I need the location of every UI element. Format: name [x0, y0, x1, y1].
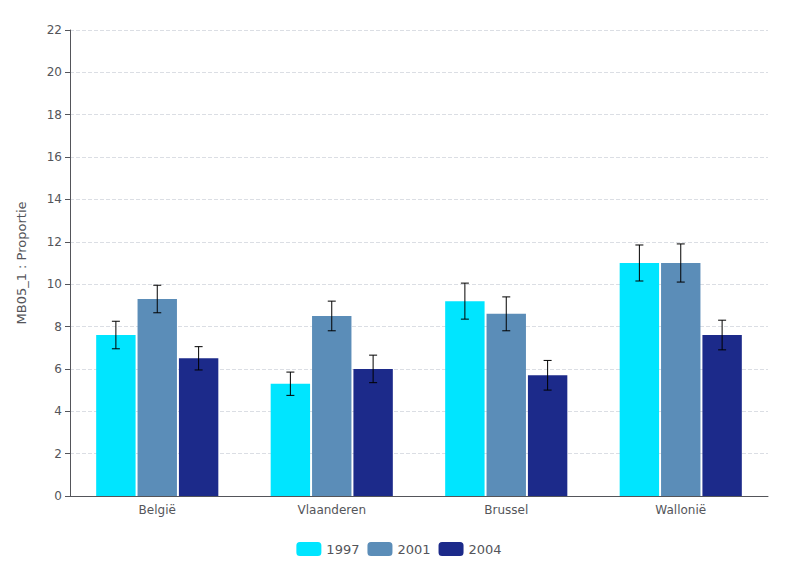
svg-text:Brussel: Brussel — [484, 503, 528, 517]
svg-text:MB05_1 : Proportie: MB05_1 : Proportie — [14, 202, 29, 325]
svg-text:18: 18 — [47, 108, 62, 122]
svg-text:België: België — [139, 503, 176, 517]
svg-text:20: 20 — [47, 65, 62, 79]
svg-text:2004: 2004 — [469, 542, 502, 557]
svg-text:22: 22 — [47, 23, 62, 37]
svg-text:2: 2 — [54, 447, 62, 461]
svg-text:14: 14 — [47, 192, 62, 206]
svg-text:6: 6 — [54, 362, 62, 376]
svg-text:0: 0 — [54, 489, 62, 503]
svg-text:10: 10 — [47, 277, 62, 291]
svg-text:2001: 2001 — [397, 542, 430, 557]
svg-text:12: 12 — [47, 235, 62, 249]
svg-text:Wallonië: Wallonië — [655, 503, 706, 517]
svg-text:1997: 1997 — [326, 542, 359, 557]
svg-text:4: 4 — [54, 404, 62, 418]
svg-text:16: 16 — [47, 150, 62, 164]
svg-text:8: 8 — [54, 320, 62, 334]
svg-text:Vlaanderen: Vlaanderen — [297, 503, 366, 517]
